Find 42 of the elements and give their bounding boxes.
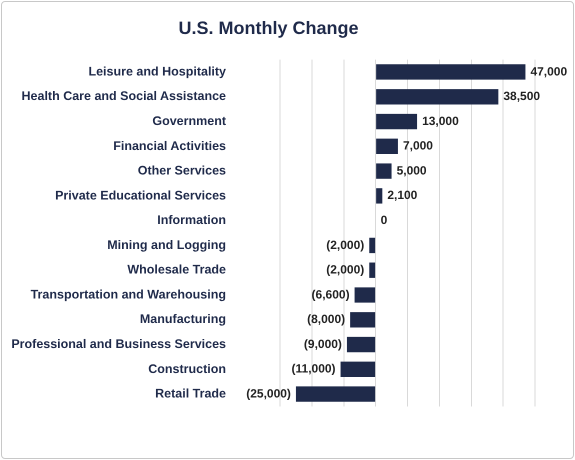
bar xyxy=(376,89,498,104)
y-tick-label: Private Educational Services xyxy=(55,188,226,202)
y-tick-label: Wholesale Trade xyxy=(127,262,226,277)
y-tick-label: Information xyxy=(157,213,226,228)
data-label: (9,000) xyxy=(304,336,342,351)
y-tick-label: Financial Activities xyxy=(113,138,226,153)
bar xyxy=(376,138,398,154)
data-label: 5,000 xyxy=(396,163,427,178)
y-tick-label: Health Care and Social Assistance xyxy=(22,89,226,104)
data-label: 7,000 xyxy=(402,138,434,153)
chart-title: U.S. Monthly Change xyxy=(178,18,358,38)
y-tick-label: Professional and Business Services xyxy=(11,337,226,352)
data-label: (8,000) xyxy=(307,312,346,326)
bar xyxy=(376,188,382,204)
bar xyxy=(369,238,376,254)
bar xyxy=(354,287,376,303)
data-label: (11,000) xyxy=(292,362,336,376)
bar xyxy=(296,386,376,402)
bar xyxy=(369,262,376,278)
data-label: 2,100 xyxy=(387,188,418,202)
data-label: 47,000 xyxy=(530,64,568,78)
data-label: (6,600) xyxy=(312,287,350,302)
y-tick-label: Transportation and Warehousing xyxy=(30,287,226,302)
y-tick-label: Manufacturing xyxy=(140,312,226,326)
bar xyxy=(376,114,418,130)
data-label: 13,000 xyxy=(422,114,460,128)
data-label: 38,500 xyxy=(503,89,540,104)
data-label: (2,000) xyxy=(326,262,364,277)
bar xyxy=(350,312,376,328)
bar xyxy=(376,64,526,80)
bar xyxy=(340,362,376,378)
bar xyxy=(376,163,392,179)
data-label: (2,000) xyxy=(326,238,364,252)
y-tick-label: Mining and Logging xyxy=(107,238,226,252)
y-tick-label: Government xyxy=(152,114,227,128)
y-tick-label: Other Services xyxy=(138,164,226,178)
y-tick-label: Leisure and Hospitality xyxy=(88,64,226,78)
bar xyxy=(346,336,376,352)
y-tick-label: Construction xyxy=(148,362,226,376)
data-label: (25,000) xyxy=(246,386,291,400)
y-tick-label: Retail Trade xyxy=(155,386,226,401)
data-label: 0 xyxy=(380,212,388,227)
